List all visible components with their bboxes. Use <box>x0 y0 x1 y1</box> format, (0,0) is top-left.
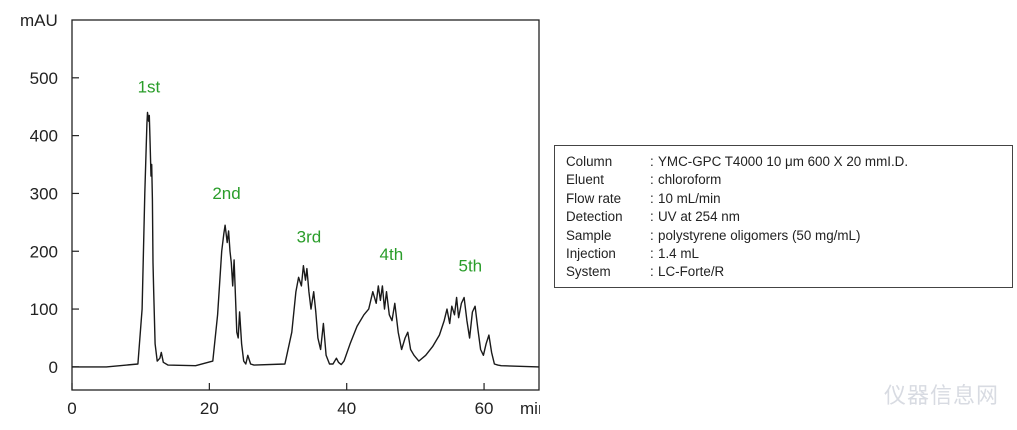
condition-key: Sample <box>566 227 612 243</box>
watermark: 仪器信息网 <box>883 384 999 409</box>
peak-label: 2nd <box>212 184 240 203</box>
condition-key: System <box>566 264 611 280</box>
y-tick-label: 200 <box>30 242 58 261</box>
condition-value: chloroform <box>658 172 722 188</box>
condition-value: LC-Forte/R <box>658 264 725 280</box>
condition-separator: : <box>650 209 654 225</box>
y-tick-label: 100 <box>30 300 58 319</box>
condition-separator: : <box>650 172 654 188</box>
condition-separator: : <box>650 154 654 169</box>
condition-separator: : <box>650 227 654 243</box>
peak-label: 1st <box>138 77 161 96</box>
condition-row: Sample: polystyrene oligomers (50 mg/mL) <box>566 227 1012 245</box>
condition-key: Flow rate <box>566 190 622 206</box>
condition-key: Eluent <box>566 172 604 188</box>
x-axis-label: min <box>520 399 540 418</box>
x-tick-label: 60 <box>475 399 494 418</box>
condition-value: YMC-GPC T4000 10 μm 600 X 20 mmI.D. <box>658 154 909 169</box>
condition-row: Injection:1.4 mL <box>566 245 1012 263</box>
condition-row: Flow rate:10 mL/min <box>566 190 1012 208</box>
condition-value: polystyrene oligomers (50 mg/mL) <box>658 227 861 243</box>
peak-label: 5th <box>459 256 483 275</box>
plot-frame <box>71 19 540 391</box>
y-tick-label: 0 <box>49 358 58 377</box>
y-tick-label: 400 <box>30 127 58 146</box>
plot-area: 0 100 200 300 400 500 0 20 40 60 mAU min 1st 2nd 3rd 4t… <box>20 11 540 418</box>
condition-value: 1.4 mL <box>658 246 699 262</box>
y-axis-label: mAU <box>20 11 58 30</box>
conditions-box: Column: YMC-GPC T4000 10 μm 600 X 20 mmI.… <box>554 145 1013 288</box>
chromatogram-trace <box>72 111 540 368</box>
condition-separator: : <box>650 264 654 280</box>
x-tick-label: 40 <box>337 399 356 418</box>
condition-row: Eluent: chloroform <box>566 171 1012 189</box>
condition-separator: : <box>650 190 654 206</box>
condition-key: Detection <box>566 209 623 225</box>
condition-row: Column: YMC-GPC T4000 10 μm 600 X 20 mmI.… <box>566 153 1012 171</box>
y-tick-label: 500 <box>30 69 58 88</box>
x-tick-label: 20 <box>200 399 219 418</box>
condition-value: UV at 254 nm <box>658 209 740 225</box>
condition-key: Column <box>566 154 613 169</box>
chromatogram-chart: 0 100 200 300 400 500 0 20 40 60 mAU min 1st 2nd 3rd 4t… <box>20 11 540 418</box>
condition-key: Injection <box>566 246 616 262</box>
condition-row: System: LC-Forte/R <box>566 263 1012 281</box>
condition-separator: : <box>650 246 654 262</box>
condition-value: 10 mL/min <box>658 190 721 206</box>
x-tick-label: 0 <box>67 399 76 418</box>
condition-row: Detection: UV at 254 nm <box>566 208 1012 226</box>
y-tick-label: 300 <box>30 184 58 203</box>
peak-label: 4th <box>380 245 404 264</box>
peak-label: 3rd <box>297 228 322 247</box>
